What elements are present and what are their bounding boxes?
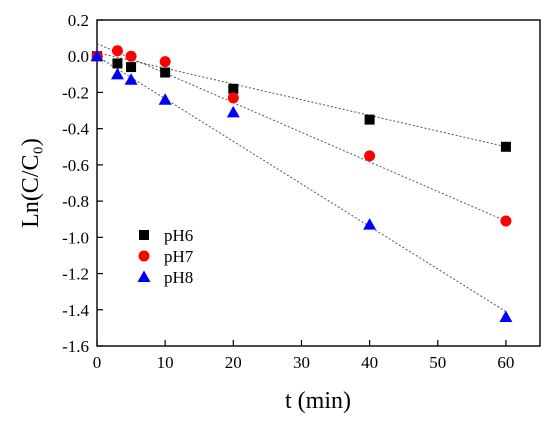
y-tick-label: -0.6 [62,156,89,175]
x-tick-label: 50 [429,353,446,372]
x-tick-label: 10 [157,353,174,372]
legend-marker-ph7 [138,250,150,262]
y-tick-label: -1.2 [62,265,89,284]
fit-line-ph8 [96,55,507,313]
data-point-ph8 [158,93,172,105]
x-axis: 0 10 20 30 40 50 60 [93,340,514,372]
y-tick-label: -1.4 [62,301,89,320]
data-markers [90,45,513,323]
data-point-ph8 [110,67,124,80]
fit-line-ph6 [96,52,507,148]
data-point-ph6 [364,114,375,125]
y-tick-label: 0.2 [68,11,89,30]
data-point-ph6 [126,62,137,73]
legend-label-ph7: pH7 [164,247,194,266]
data-point-ph7 [227,92,239,104]
data-point-ph8 [226,105,240,118]
y-tick-label: -1.0 [62,228,89,247]
y-tick-label: -0.4 [62,120,89,139]
y-tick-label: -1.6 [62,337,89,356]
legend-marker-ph6 [139,230,149,240]
data-point-ph7 [159,56,171,68]
data-point-ph6 [500,141,511,152]
y-tick-label: -0.8 [62,192,89,211]
data-point-ph8 [90,49,104,62]
x-tick-label: 0 [93,353,102,372]
data-point-ph6 [112,58,123,69]
x-axis-title: t (min) [285,388,351,414]
data-point-ph7 [500,215,512,227]
legend-marker-ph8 [137,270,151,282]
data-point-ph8 [363,218,377,230]
x-tick-label: 30 [293,353,310,372]
y-axis-title: Ln(C/C₀) [18,138,44,228]
plot-frame [96,19,541,347]
data-point-ph8 [124,73,138,85]
y-tick-label: 0.0 [68,47,89,66]
data-point-ph7 [111,45,123,57]
legend-label-ph6: pH6 [164,226,193,245]
x-tick-label: 40 [361,353,378,372]
y-axis: 0.2 0.0 -0.2 -0.4 -0.6 -0.8 -1.0 -1.2 -1.4 -1.6 [62,11,103,356]
y-tick-label: -0.2 [62,83,89,102]
data-point-ph7 [125,50,137,62]
data-point-ph6 [228,83,239,94]
data-point-ph7 [364,150,376,162]
legend: pH6 pH7 pH8 [137,226,194,287]
x-tick-label: 20 [225,353,242,372]
fit-lines [96,43,507,313]
data-point-ph6 [160,67,171,78]
x-tick-label: 60 [497,353,514,372]
legend-label-ph8: pH8 [164,268,193,287]
data-point-ph8 [499,310,513,323]
